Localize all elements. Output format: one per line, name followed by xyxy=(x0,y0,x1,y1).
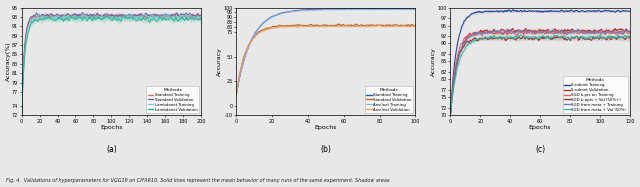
Text: (a): (a) xyxy=(106,145,116,154)
Legend: Standard Training, Standard Validation, Anvilnet Training, Anvilnet Validation: Standard Training, Standard Validation, … xyxy=(365,86,413,113)
Legend: S-robnet Training, S-robnet Validation, SGD k-pts on Training, SGD k-opts + Val : S-robnet Training, S-robnet Validation, … xyxy=(563,76,628,113)
Text: (c): (c) xyxy=(535,145,545,154)
Y-axis label: Accuracy(%): Accuracy(%) xyxy=(6,42,10,81)
Y-axis label: Accuracy: Accuracy xyxy=(431,47,436,76)
Legend: Standard Training, Standard Validation, Lambdanet Training, Lambdanet Validation: Standard Training, Standard Validation, … xyxy=(146,86,199,113)
Y-axis label: Accuracy: Accuracy xyxy=(217,47,222,76)
X-axis label: Epochs: Epochs xyxy=(100,125,123,130)
Text: (b): (b) xyxy=(320,145,331,154)
X-axis label: Epochs: Epochs xyxy=(529,125,551,130)
Text: Fig. 4.  Validations of hyperparameters for VGG19 on CIFAR10. Solid lines repres: Fig. 4. Validations of hyperparameters f… xyxy=(6,178,390,183)
X-axis label: Epochs: Epochs xyxy=(314,125,337,130)
